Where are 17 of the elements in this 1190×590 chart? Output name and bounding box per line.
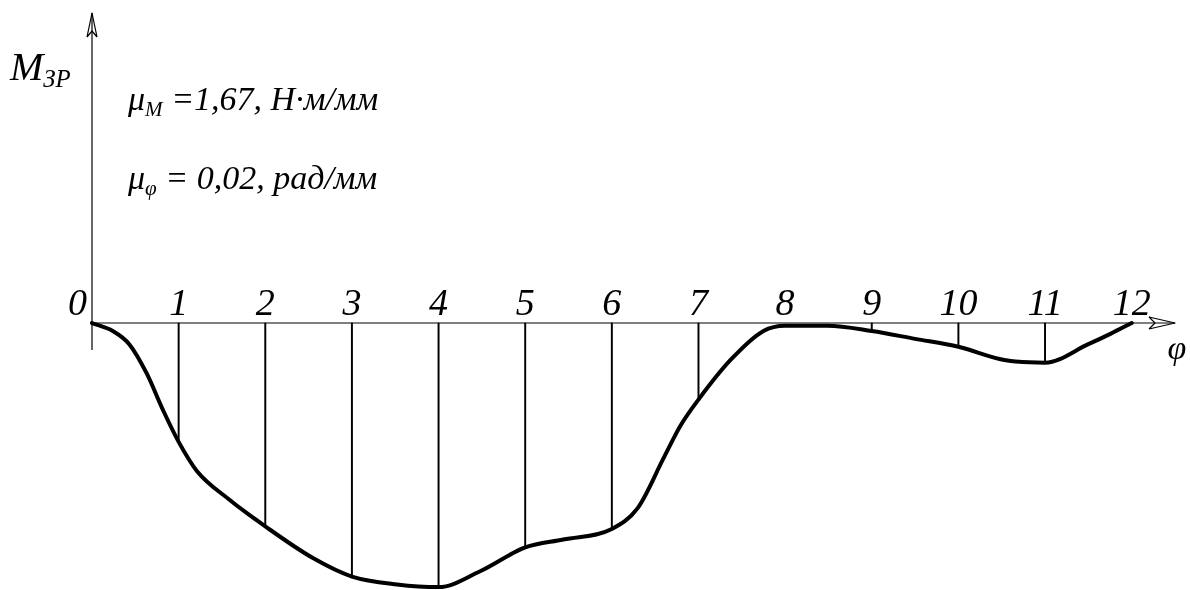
x-tick-label: 9	[862, 281, 882, 324]
x-tick-label: 12	[1112, 281, 1151, 324]
x-tick-label: 11	[1027, 281, 1063, 324]
text: μ$_{φ}$ = 0,02, рад/мм	[128, 159, 378, 201]
x-tick-label: 1	[169, 281, 189, 324]
x-tick-label: 4	[429, 281, 449, 324]
x-tick-label: 8	[775, 281, 795, 324]
x-tick-label: 10	[939, 281, 978, 324]
x-tick-label: 6	[602, 281, 622, 324]
x-tick-label: 0	[68, 281, 87, 324]
x-tick-label: 3	[341, 281, 362, 324]
x-tick-label: 5	[515, 281, 535, 324]
text: μ$_{M}$ =1,67, Н·м/мм	[128, 80, 379, 122]
y-axis-title: M$_{ЗР}$	[10, 44, 71, 93]
x-tick-label: 2	[255, 281, 275, 324]
x-tick-label: 7	[688, 281, 710, 324]
x-axis-title: φ	[1167, 329, 1187, 367]
